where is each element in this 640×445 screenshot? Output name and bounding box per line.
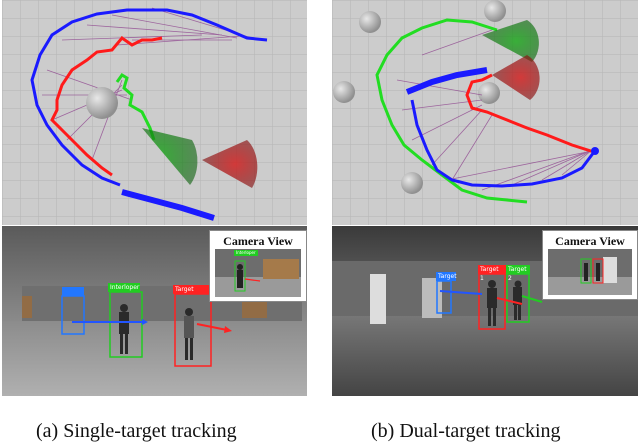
tag-target-1: Target 1 [478,265,506,282]
green-path [375,18,528,204]
camera-view-inset: Camera View [542,230,638,300]
red-path [465,73,595,154]
green-path [115,73,156,141]
tag-other: Target [436,272,457,281]
camera-view-thumbnail [548,249,632,295]
green-cone [142,128,198,185]
tag-target: Target [173,285,209,294]
inset-tag-interloper: Interloper [234,250,258,256]
obstacle-sphere [478,82,500,104]
blue-path [30,8,268,187]
red-cone [492,55,540,100]
blue-path [410,99,596,188]
camera-view-label: Camera View [223,234,293,248]
detection-box-other [436,280,452,314]
detection-box-other [61,295,85,335]
detection-box-target-1 [478,273,506,330]
tag-target-2: Target 2 [506,265,530,282]
tag-interloper: Interloper [108,283,140,292]
blue-segment [121,189,215,221]
camera-view-thumbnail [215,249,301,297]
caption-a: (a) Single-target tracking [36,420,237,442]
panel-a-camera-view: Target Interloper Camera View Interloper [2,226,307,396]
blue-segment [405,67,488,95]
obstacle-sphere [484,0,506,22]
panel-b-3d-view [332,0,638,225]
robot-marker [591,147,599,155]
obstacle-sphere [86,87,118,119]
red-path [50,35,163,177]
camera-view-inset: Camera View Interloper [209,230,307,302]
panel-b-camera-view: Target 1 Target 2 Target Camera View [332,226,638,396]
camera-view-label: Camera View [555,234,625,248]
obstacle-sphere [401,172,423,194]
caption-b: (b) Dual-target tracking [371,420,561,442]
green-cone [482,20,539,62]
red-cone [202,140,258,188]
obstacle-sphere [333,81,355,103]
observation-rays [396,29,598,191]
obstacle-sphere [359,11,381,33]
tag-other [62,287,84,296]
detection-box-target [174,293,212,367]
panel-a-3d-view [2,0,307,225]
